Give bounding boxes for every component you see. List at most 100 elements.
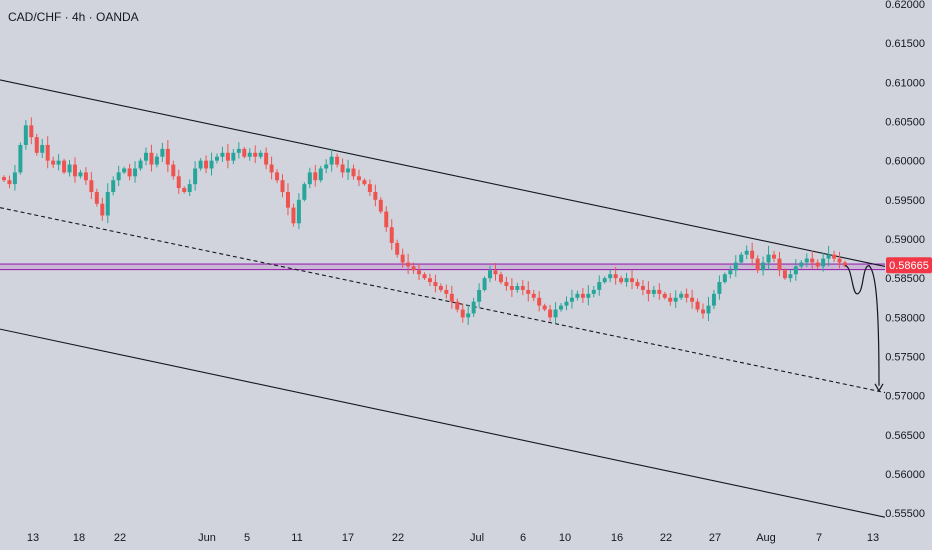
candle-body[interactable]	[362, 180, 367, 185]
candle-body[interactable]	[187, 184, 192, 192]
candle-body[interactable]	[160, 148, 165, 157]
candle-body[interactable]	[302, 184, 307, 200]
candle-body[interactable]	[706, 305, 711, 314]
candle-body[interactable]	[225, 152, 230, 161]
candle-body[interactable]	[701, 309, 706, 314]
candle-body[interactable]	[559, 305, 564, 310]
candle-body[interactable]	[624, 278, 629, 283]
candle-body[interactable]	[586, 293, 591, 298]
candle-body[interactable]	[23, 125, 28, 145]
candle-body[interactable]	[335, 156, 340, 165]
candle-body[interactable]	[608, 274, 613, 279]
candle-body[interactable]	[209, 160, 214, 169]
candle-body[interactable]	[722, 274, 727, 283]
candle-body[interactable]	[777, 258, 782, 271]
candle-body[interactable]	[165, 148, 170, 165]
candle-body[interactable]	[477, 289, 482, 302]
candle-body[interactable]	[488, 270, 493, 279]
candle-body[interactable]	[575, 293, 580, 298]
candle-body[interactable]	[242, 148, 247, 157]
candle-body[interactable]	[258, 152, 263, 157]
candle-body[interactable]	[389, 227, 394, 243]
candle-body[interactable]	[569, 297, 574, 302]
lower-trendline[interactable]	[0, 328, 886, 518]
candle-body[interactable]	[750, 250, 755, 259]
candle-body[interactable]	[45, 144, 50, 161]
candles-layer[interactable]	[2, 117, 847, 325]
candle-body[interactable]	[466, 313, 471, 318]
candle-body[interactable]	[313, 172, 318, 181]
candle-body[interactable]	[318, 168, 323, 181]
candle-body[interactable]	[646, 289, 651, 294]
candle-body[interactable]	[804, 258, 809, 263]
candle-body[interactable]	[171, 164, 176, 177]
candle-body[interactable]	[7, 180, 12, 185]
candle-body[interactable]	[356, 176, 361, 181]
candle-body[interactable]	[679, 293, 684, 298]
candle-body[interactable]	[635, 282, 640, 287]
mid-dashed-trendline[interactable]	[0, 207, 886, 394]
candle-body[interactable]	[285, 191, 290, 208]
candle-body[interactable]	[149, 152, 154, 165]
candle-body[interactable]	[236, 148, 241, 153]
candle-body[interactable]	[127, 168, 132, 177]
candle-body[interactable]	[406, 262, 411, 267]
candle-body[interactable]	[728, 270, 733, 275]
candle-body[interactable]	[799, 262, 804, 267]
candle-body[interactable]	[116, 172, 121, 181]
upper-trendline[interactable]	[0, 79, 886, 267]
candle-body[interactable]	[275, 172, 280, 181]
candle-body[interactable]	[176, 176, 181, 189]
candle-body[interactable]	[105, 191, 110, 216]
candle-body[interactable]	[307, 172, 312, 185]
candle-body[interactable]	[67, 164, 72, 173]
candle-body[interactable]	[471, 301, 476, 314]
candle-body[interactable]	[122, 168, 127, 173]
candle-body[interactable]	[548, 309, 553, 318]
candle-body[interactable]	[78, 172, 83, 177]
candle-body[interactable]	[662, 293, 667, 298]
candle-body[interactable]	[100, 203, 105, 216]
candle-body[interactable]	[733, 262, 738, 271]
candle-body[interactable]	[422, 274, 427, 279]
candle-body[interactable]	[198, 160, 203, 169]
candle-body[interactable]	[40, 144, 45, 153]
candle-body[interactable]	[111, 180, 116, 192]
candle-body[interactable]	[843, 262, 847, 266]
candle-body[interactable]	[138, 160, 143, 169]
candle-body[interactable]	[182, 188, 187, 192]
candle-body[interactable]	[553, 309, 558, 318]
candle-body[interactable]	[378, 199, 383, 212]
candle-body[interactable]	[247, 152, 252, 157]
candle-body[interactable]	[493, 270, 498, 275]
candle-body[interactable]	[417, 270, 422, 275]
candle-body[interactable]	[821, 258, 826, 267]
candle-body[interactable]	[351, 168, 356, 177]
candle-body[interactable]	[613, 274, 618, 279]
candle-body[interactable]	[154, 156, 159, 165]
candle-body[interactable]	[761, 262, 766, 271]
trendline-layer[interactable]	[0, 79, 886, 518]
candle-body[interactable]	[444, 289, 449, 294]
candle-body[interactable]	[717, 282, 722, 294]
candle-body[interactable]	[204, 160, 209, 169]
candle-body[interactable]	[455, 301, 460, 310]
candle-body[interactable]	[832, 254, 837, 259]
candle-body[interactable]	[788, 274, 793, 279]
candle-body[interactable]	[619, 278, 624, 283]
candle-body[interactable]	[449, 293, 454, 302]
candle-body[interactable]	[384, 211, 389, 228]
candle-body[interactable]	[810, 258, 815, 263]
candle-body[interactable]	[668, 297, 673, 302]
candle-body[interactable]	[72, 164, 77, 177]
candle-body[interactable]	[766, 254, 771, 263]
candle-body[interactable]	[460, 309, 465, 318]
candle-body[interactable]	[143, 152, 148, 161]
candle-body[interactable]	[89, 180, 94, 192]
candle-body[interactable]	[793, 266, 798, 275]
candle-body[interactable]	[296, 199, 301, 224]
candle-body[interactable]	[56, 160, 61, 165]
candle-body[interactable]	[433, 282, 438, 287]
candle-body[interactable]	[94, 191, 99, 204]
candle-body[interactable]	[269, 164, 274, 173]
